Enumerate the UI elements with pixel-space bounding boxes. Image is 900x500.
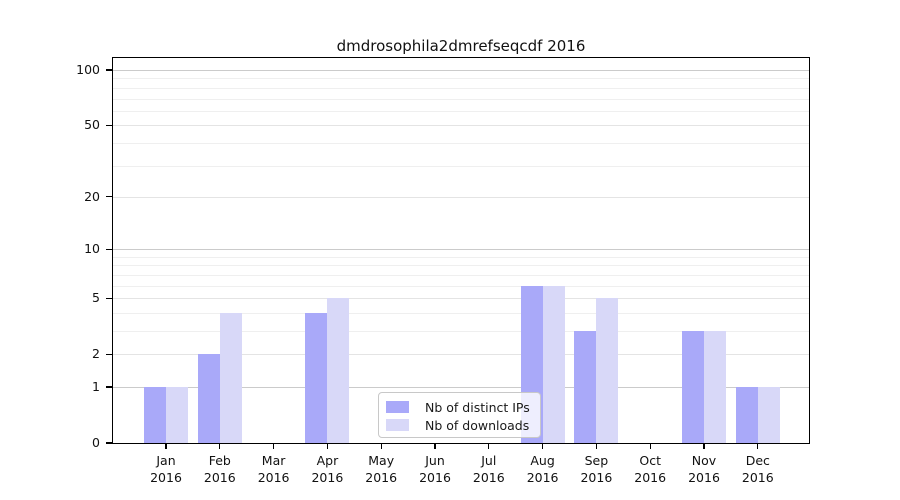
x-tick-label: Jun 2016 [419,453,451,485]
y-tick [106,386,112,388]
y-tick [106,196,112,198]
x-tick [703,444,705,449]
grid-line-minor [113,142,809,144]
x-tick [542,444,544,449]
x-tick-label: Aug 2016 [526,453,559,485]
y-tick-label: 50 [84,117,100,133]
grid-line-minor [113,165,809,167]
x-tick [219,444,221,449]
bar-downloads [596,298,619,443]
bar-downloads [166,387,188,443]
legend-item-distinct-ips: Nb of distinct IPs [379,398,540,416]
x-tick-label: Apr 2016 [311,453,344,485]
plot-area: Nb of distinct IPs Nb of downloads [112,57,810,444]
y-tick [106,297,112,299]
bar-downloads [219,312,242,443]
y-tick-label: 10 [84,241,100,257]
x-tick-label: Nov 2016 [688,453,720,485]
bar-downloads [757,387,780,443]
legend-label-distinct-ips: Nb of distinct IPs [425,399,530,415]
y-tick [106,248,112,250]
bar-distinct-ips [144,387,166,443]
grid-line-major [113,354,809,356]
x-tick-label: Jul 2016 [472,453,505,485]
y-tick-label: 1 [92,379,100,394]
x-tick [488,444,490,449]
grid-line-major [113,125,809,127]
grid-line-minor [113,312,809,314]
grid-line-minor [113,265,809,267]
y-tick-label: 5 [92,290,100,306]
x-tick-label: Oct 2016 [634,453,667,485]
legend-label-downloads: Nb of downloads [425,417,530,433]
grid-line-minor [113,78,809,80]
grid-line-major [113,387,809,388]
x-tick-label: May 2016 [365,453,398,485]
y-tick [106,124,112,126]
y-tick [106,69,112,71]
grid-line-major [113,196,809,198]
y-tick-label: 100 [76,62,100,77]
x-tick [380,444,382,449]
x-tick [165,444,167,449]
x-tick [434,444,436,449]
bar-distinct-ips [682,331,704,443]
legend-swatch-distinct-ips [386,401,409,413]
y-tick-label: 0 [92,435,100,450]
x-tick-label: Mar 2016 [257,453,290,485]
x-tick [649,444,651,449]
bar-distinct-ips [735,387,758,443]
y-tick-label: 2 [92,346,100,362]
y-tick-label: 20 [84,188,100,204]
x-tick-label: Jan 2016 [150,453,182,485]
legend-swatch-downloads [386,419,409,431]
x-tick [595,444,597,449]
legend: Nb of distinct IPs Nb of downloads [378,392,541,438]
x-tick [326,444,328,449]
x-tick [273,444,275,449]
legend-item-downloads: Nb of downloads [379,416,540,434]
bar-downloads [704,331,726,443]
grid-line-major [113,249,809,251]
x-tick-label: Feb 2016 [203,453,236,485]
grid-line-minor [113,331,809,332]
bar-downloads [327,298,350,443]
y-tick [106,353,112,355]
bar-distinct-ips [305,312,328,443]
grid-line-minor [113,256,809,258]
grid-line-minor [113,87,809,89]
x-tick [757,444,759,449]
chart-title: dmdrosophila2dmrefseqcdf 2016 [336,37,586,55]
grid-line-minor [113,285,809,287]
bar-distinct-ips [197,354,220,443]
grid-line-minor [113,110,809,112]
grid-line-minor [113,98,809,100]
y-tick [106,442,112,444]
grid-line-minor [113,274,809,276]
grid-line-major [113,70,809,71]
x-tick-label: Sep 2016 [580,453,613,485]
x-tick-label: Dec 2016 [741,453,774,485]
grid-line-major [113,298,809,300]
bar-distinct-ips [574,331,597,443]
bar-downloads [542,285,565,443]
